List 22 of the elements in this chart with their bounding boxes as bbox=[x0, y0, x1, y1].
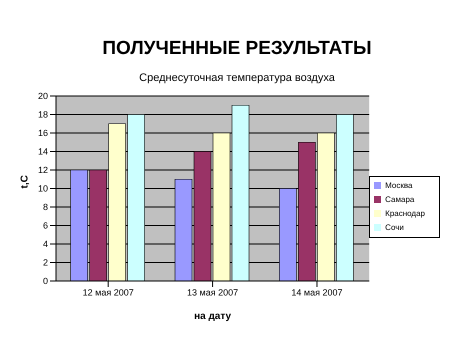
y-tick-label: 2 bbox=[42, 258, 48, 268]
x-tick-label: 13 мая 2007 bbox=[187, 287, 238, 298]
y-axis-title: t,C bbox=[20, 175, 31, 188]
x-tick-label: 14 мая 2007 bbox=[291, 287, 343, 298]
chart-title: ПОЛУЧЕННЫЕ РЕЗУЛЬТАТЫ bbox=[101, 37, 373, 60]
legend-label: Сочи bbox=[385, 222, 404, 232]
chart-subtitle: Среднесуточная температура воздуха bbox=[138, 72, 336, 84]
y-tick-label: 8 bbox=[42, 202, 48, 212]
y-tick-label: 4 bbox=[42, 239, 48, 250]
y-tick-label: 10 bbox=[38, 184, 48, 194]
x-tick-label: 12 мая 2007 bbox=[82, 287, 134, 298]
x-axis-title: на дату bbox=[194, 311, 232, 322]
legend-label: Самара bbox=[385, 194, 414, 204]
y-tick-label: 20 bbox=[38, 91, 48, 102]
y-tick-label: 6 bbox=[42, 220, 48, 231]
y-tick-label: 12 bbox=[38, 165, 48, 176]
y-tick-label: 18 bbox=[38, 110, 48, 120]
y-tick-label: 0 bbox=[42, 276, 48, 286]
y-tick-label: 16 bbox=[38, 128, 48, 138]
y-tick-label: 14 bbox=[38, 146, 48, 157]
legend-label: Москва bbox=[385, 180, 412, 190]
legend-label: Краснодар bbox=[385, 208, 425, 218]
